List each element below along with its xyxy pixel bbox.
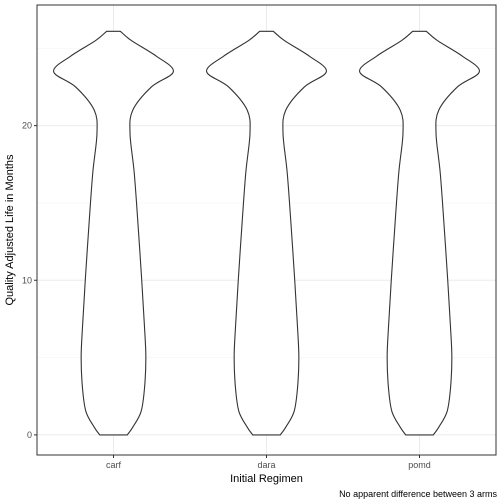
x-tick-label-carf: carf: [106, 460, 122, 470]
x-tick-label-dara: dara: [257, 460, 275, 470]
tick-layer: 0 10 20 carf dara pomd: [22, 121, 431, 470]
x-tick-label-pomd: pomd: [408, 460, 431, 470]
y-tick-label: 10: [22, 275, 32, 285]
y-tick-label: 20: [22, 121, 32, 131]
y-axis-title: Quality Adjusted Life in Months: [4, 154, 16, 306]
violin-carf: [53, 30, 174, 436]
chart-caption: No apparent difference between 3 arms: [339, 489, 497, 499]
violin-layer: [53, 30, 480, 436]
violin-dara: [206, 30, 327, 436]
x-axis-title: Initial Regimen: [230, 473, 303, 485]
violin-pomd: [359, 30, 480, 436]
y-tick-label: 0: [27, 430, 32, 440]
